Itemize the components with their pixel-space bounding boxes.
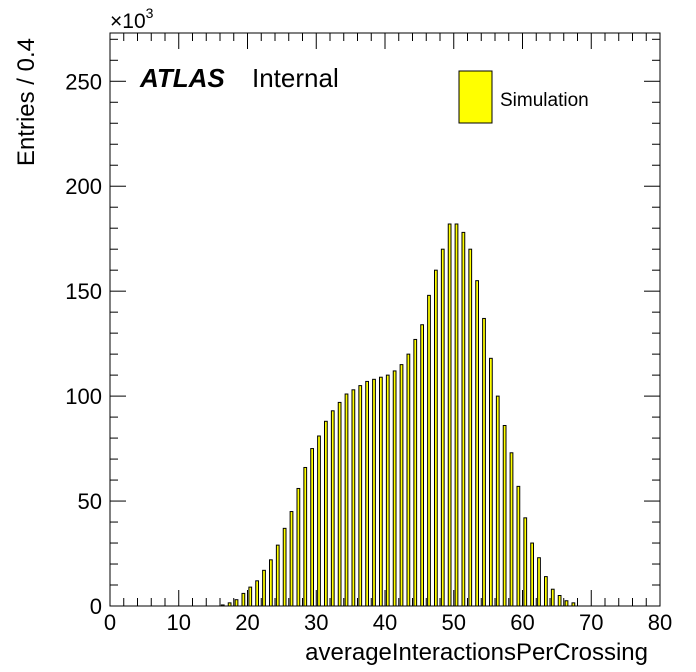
histogram-bars: [220, 223, 576, 607]
histogram-bar: [523, 517, 528, 607]
atlas-label: ATLAS: [139, 63, 225, 93]
histogram-bar: [475, 280, 479, 607]
histogram-bar: [495, 395, 500, 607]
histogram-bar: [544, 576, 548, 607]
histogram-bar: [289, 511, 294, 607]
histogram-bar: [550, 588, 555, 607]
histogram-bar: [516, 485, 521, 607]
histogram-bar: [269, 559, 273, 607]
histogram-bar: [330, 410, 335, 607]
tick-labels: 0 10 20 30 40 50 60 70 80 0 50 100 150 200 250: [65, 69, 672, 635]
histogram-bar: [282, 527, 287, 607]
legend-swatch-simulation: [458, 70, 493, 124]
x-tick-label: 10: [167, 610, 191, 635]
legend-label-simulation: Simulation: [500, 90, 589, 111]
histogram-bar: [427, 294, 431, 607]
histogram-bar: [317, 435, 321, 607]
y-tick-label: 150: [65, 279, 102, 304]
histogram-bar: [303, 466, 308, 607]
x-tick-label: 70: [579, 610, 603, 635]
histogram-bar: [385, 374, 390, 607]
x-tick-label: 0: [104, 610, 116, 635]
plot-frame: [109, 32, 661, 607]
y-multiplier-label: ×103: [110, 5, 154, 33]
y-tick-label: 250: [65, 69, 102, 94]
x-tick-label: 20: [235, 610, 259, 635]
histogram-bar: [420, 324, 424, 607]
x-tick-label: 40: [373, 610, 397, 635]
histogram-bar: [324, 420, 328, 607]
histogram-bar: [262, 569, 266, 607]
histogram-bar: [557, 595, 562, 607]
axis-ticks: [109, 33, 661, 607]
histogram-bar: [351, 389, 356, 607]
histogram-bar: [337, 401, 342, 607]
y-tick-label: 0: [90, 594, 102, 619]
histogram-bar: [482, 317, 486, 607]
histogram-bar: [406, 353, 411, 607]
histogram-bar: [434, 269, 438, 607]
histogram-bar: [372, 378, 376, 607]
histogram-bar: [234, 599, 239, 607]
histogram-bar: [509, 452, 514, 607]
histogram-bar: [296, 487, 301, 607]
histogram-bar: [310, 448, 314, 607]
histogram-bar: [248, 586, 253, 607]
histogram-bar: [255, 580, 259, 607]
histogram-bar: [241, 592, 246, 607]
y-tick-label: 100: [65, 384, 102, 409]
histogram-bar: [358, 385, 363, 607]
x-axis-title: averageInteractionsPerCrossing: [305, 639, 648, 666]
histogram-bar: [502, 424, 507, 607]
internal-label: Internal: [252, 63, 339, 93]
histogram-bar: [413, 338, 418, 607]
histogram-bar: [454, 223, 459, 607]
x-tick-label: 30: [304, 610, 328, 635]
histogram-bar: [379, 376, 383, 607]
histogram-bar: [564, 600, 569, 607]
histogram-bar: [537, 557, 541, 607]
y-multiplier-exponent: 3: [146, 5, 154, 21]
histogram-bar: [399, 364, 404, 607]
y-tick-label: 200: [65, 174, 102, 199]
x-tick-label: 80: [648, 610, 672, 635]
histogram-bar: [392, 370, 397, 607]
histogram-bar: [468, 248, 473, 607]
x-tick-label: 50: [442, 610, 466, 635]
histogram-bar: [489, 357, 493, 607]
histogram-bar: [530, 542, 534, 607]
histogram-bar: [447, 223, 452, 607]
histogram-bar: [461, 231, 466, 607]
histogram-bar: [365, 380, 369, 607]
histogram-bar: [440, 248, 445, 607]
histogram-bar: [275, 544, 280, 607]
y-multiplier-base: ×10: [110, 10, 146, 33]
histogram-bar: [344, 393, 349, 607]
x-tick-label: 60: [510, 610, 534, 635]
y-tick-label: 50: [78, 489, 102, 514]
y-axis-title: Entries / 0.4: [13, 38, 40, 166]
